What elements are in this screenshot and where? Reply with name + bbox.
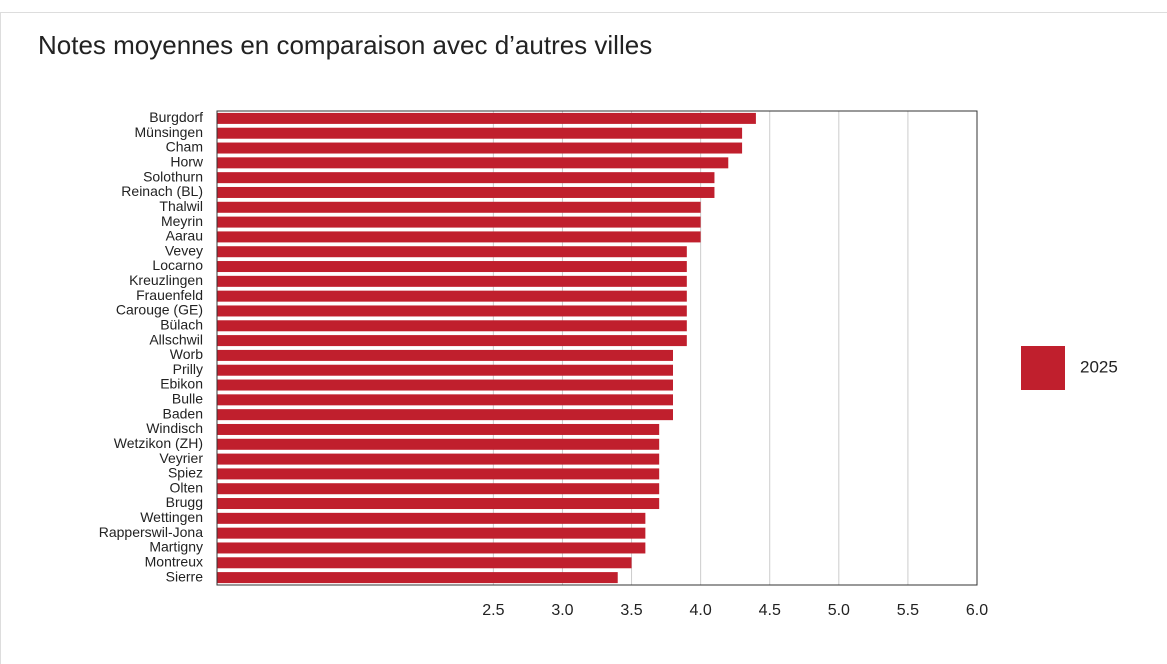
y-tick-label: Thalwil: [159, 198, 203, 214]
bar: [217, 127, 743, 139]
y-tick-label: Kreuzlingen: [129, 272, 203, 288]
bar: [217, 498, 660, 510]
bar: [217, 394, 673, 406]
y-tick-label: Bülach: [160, 316, 203, 332]
plot-border: [216, 110, 978, 586]
bar: [217, 409, 673, 421]
y-tick-label: Olten: [170, 479, 203, 495]
bar: [217, 201, 701, 213]
bar: [217, 468, 660, 480]
legend-label: 2025: [1080, 357, 1118, 376]
x-tick-label: 3.5: [620, 602, 642, 619]
bar: [217, 572, 618, 584]
bar: [217, 172, 715, 184]
bar: [217, 186, 715, 198]
bar: [217, 379, 673, 391]
y-tick-label: Wettingen: [140, 509, 203, 525]
bar: [217, 364, 673, 376]
bar: [217, 335, 687, 347]
y-tick-label: Sierre: [166, 568, 204, 584]
bar: [217, 349, 673, 361]
y-tick-label: Münsingen: [135, 124, 204, 140]
bar: [217, 246, 687, 258]
y-tick-label: Locarno: [152, 257, 203, 273]
x-tick-label: 5.5: [897, 602, 919, 619]
x-tick-label: 4.0: [690, 602, 712, 619]
x-tick-label: 2.5: [482, 602, 504, 619]
bar: [217, 512, 646, 524]
y-tick-label: Wetzikon (ZH): [114, 435, 203, 451]
frame: [0, 12, 1167, 664]
bar: [217, 527, 646, 539]
y-tick-label: Worb: [170, 346, 203, 362]
bar: [217, 542, 646, 554]
bar: [217, 290, 687, 302]
bar: [217, 557, 632, 569]
y-tick-label: Burgdorf: [149, 109, 203, 125]
legend-swatch: [1021, 346, 1065, 390]
y-tick-label: Windisch: [146, 420, 203, 436]
bar: [217, 483, 660, 495]
y-tick-label: Cham: [166, 139, 203, 155]
y-tick-label: Rapperswil-Jona: [99, 524, 203, 540]
y-tick-label: Bulle: [172, 391, 203, 407]
y-tick-label: Spiez: [168, 465, 203, 481]
y-tick-label: Allschwil: [149, 331, 203, 347]
bar: [217, 112, 756, 124]
bar: [217, 305, 687, 317]
x-tick-label: 6.0: [966, 602, 988, 619]
y-tick-label: Vevey: [165, 242, 203, 258]
bar: [217, 275, 687, 287]
y-tick-label: Montreux: [145, 553, 203, 569]
y-tick-label: Brugg: [166, 494, 203, 510]
bar: [217, 320, 687, 332]
y-tick-label: Solothurn: [143, 168, 203, 184]
x-tick-label: 3.0: [551, 602, 573, 619]
chart-title: Notes moyennes en comparaison avec d’aut…: [38, 30, 652, 60]
x-tick-label: 5.0: [828, 602, 850, 619]
bar: [217, 231, 701, 243]
y-tick-label: Veyrier: [159, 450, 203, 466]
y-tick-label: Baden: [163, 405, 203, 421]
y-tick-label: Reinach (BL): [121, 183, 203, 199]
y-tick-label: Ebikon: [160, 376, 203, 392]
y-tick-label: Prilly: [173, 361, 203, 377]
x-tick-label: 4.5: [759, 602, 781, 619]
bar: [217, 142, 743, 154]
y-tick-label: Martigny: [149, 539, 203, 555]
y-tick-label: Meyrin: [161, 213, 203, 229]
y-tick-label: Frauenfeld: [136, 287, 203, 303]
y-tick-label: Carouge (GE): [116, 302, 203, 318]
bar: [217, 157, 729, 169]
bar: [217, 423, 660, 435]
bar: [217, 261, 687, 273]
bar: [217, 216, 701, 228]
bar: [217, 453, 660, 465]
y-tick-label: Aarau: [166, 228, 203, 244]
y-tick-label: Horw: [170, 154, 204, 170]
bar: [217, 438, 660, 450]
